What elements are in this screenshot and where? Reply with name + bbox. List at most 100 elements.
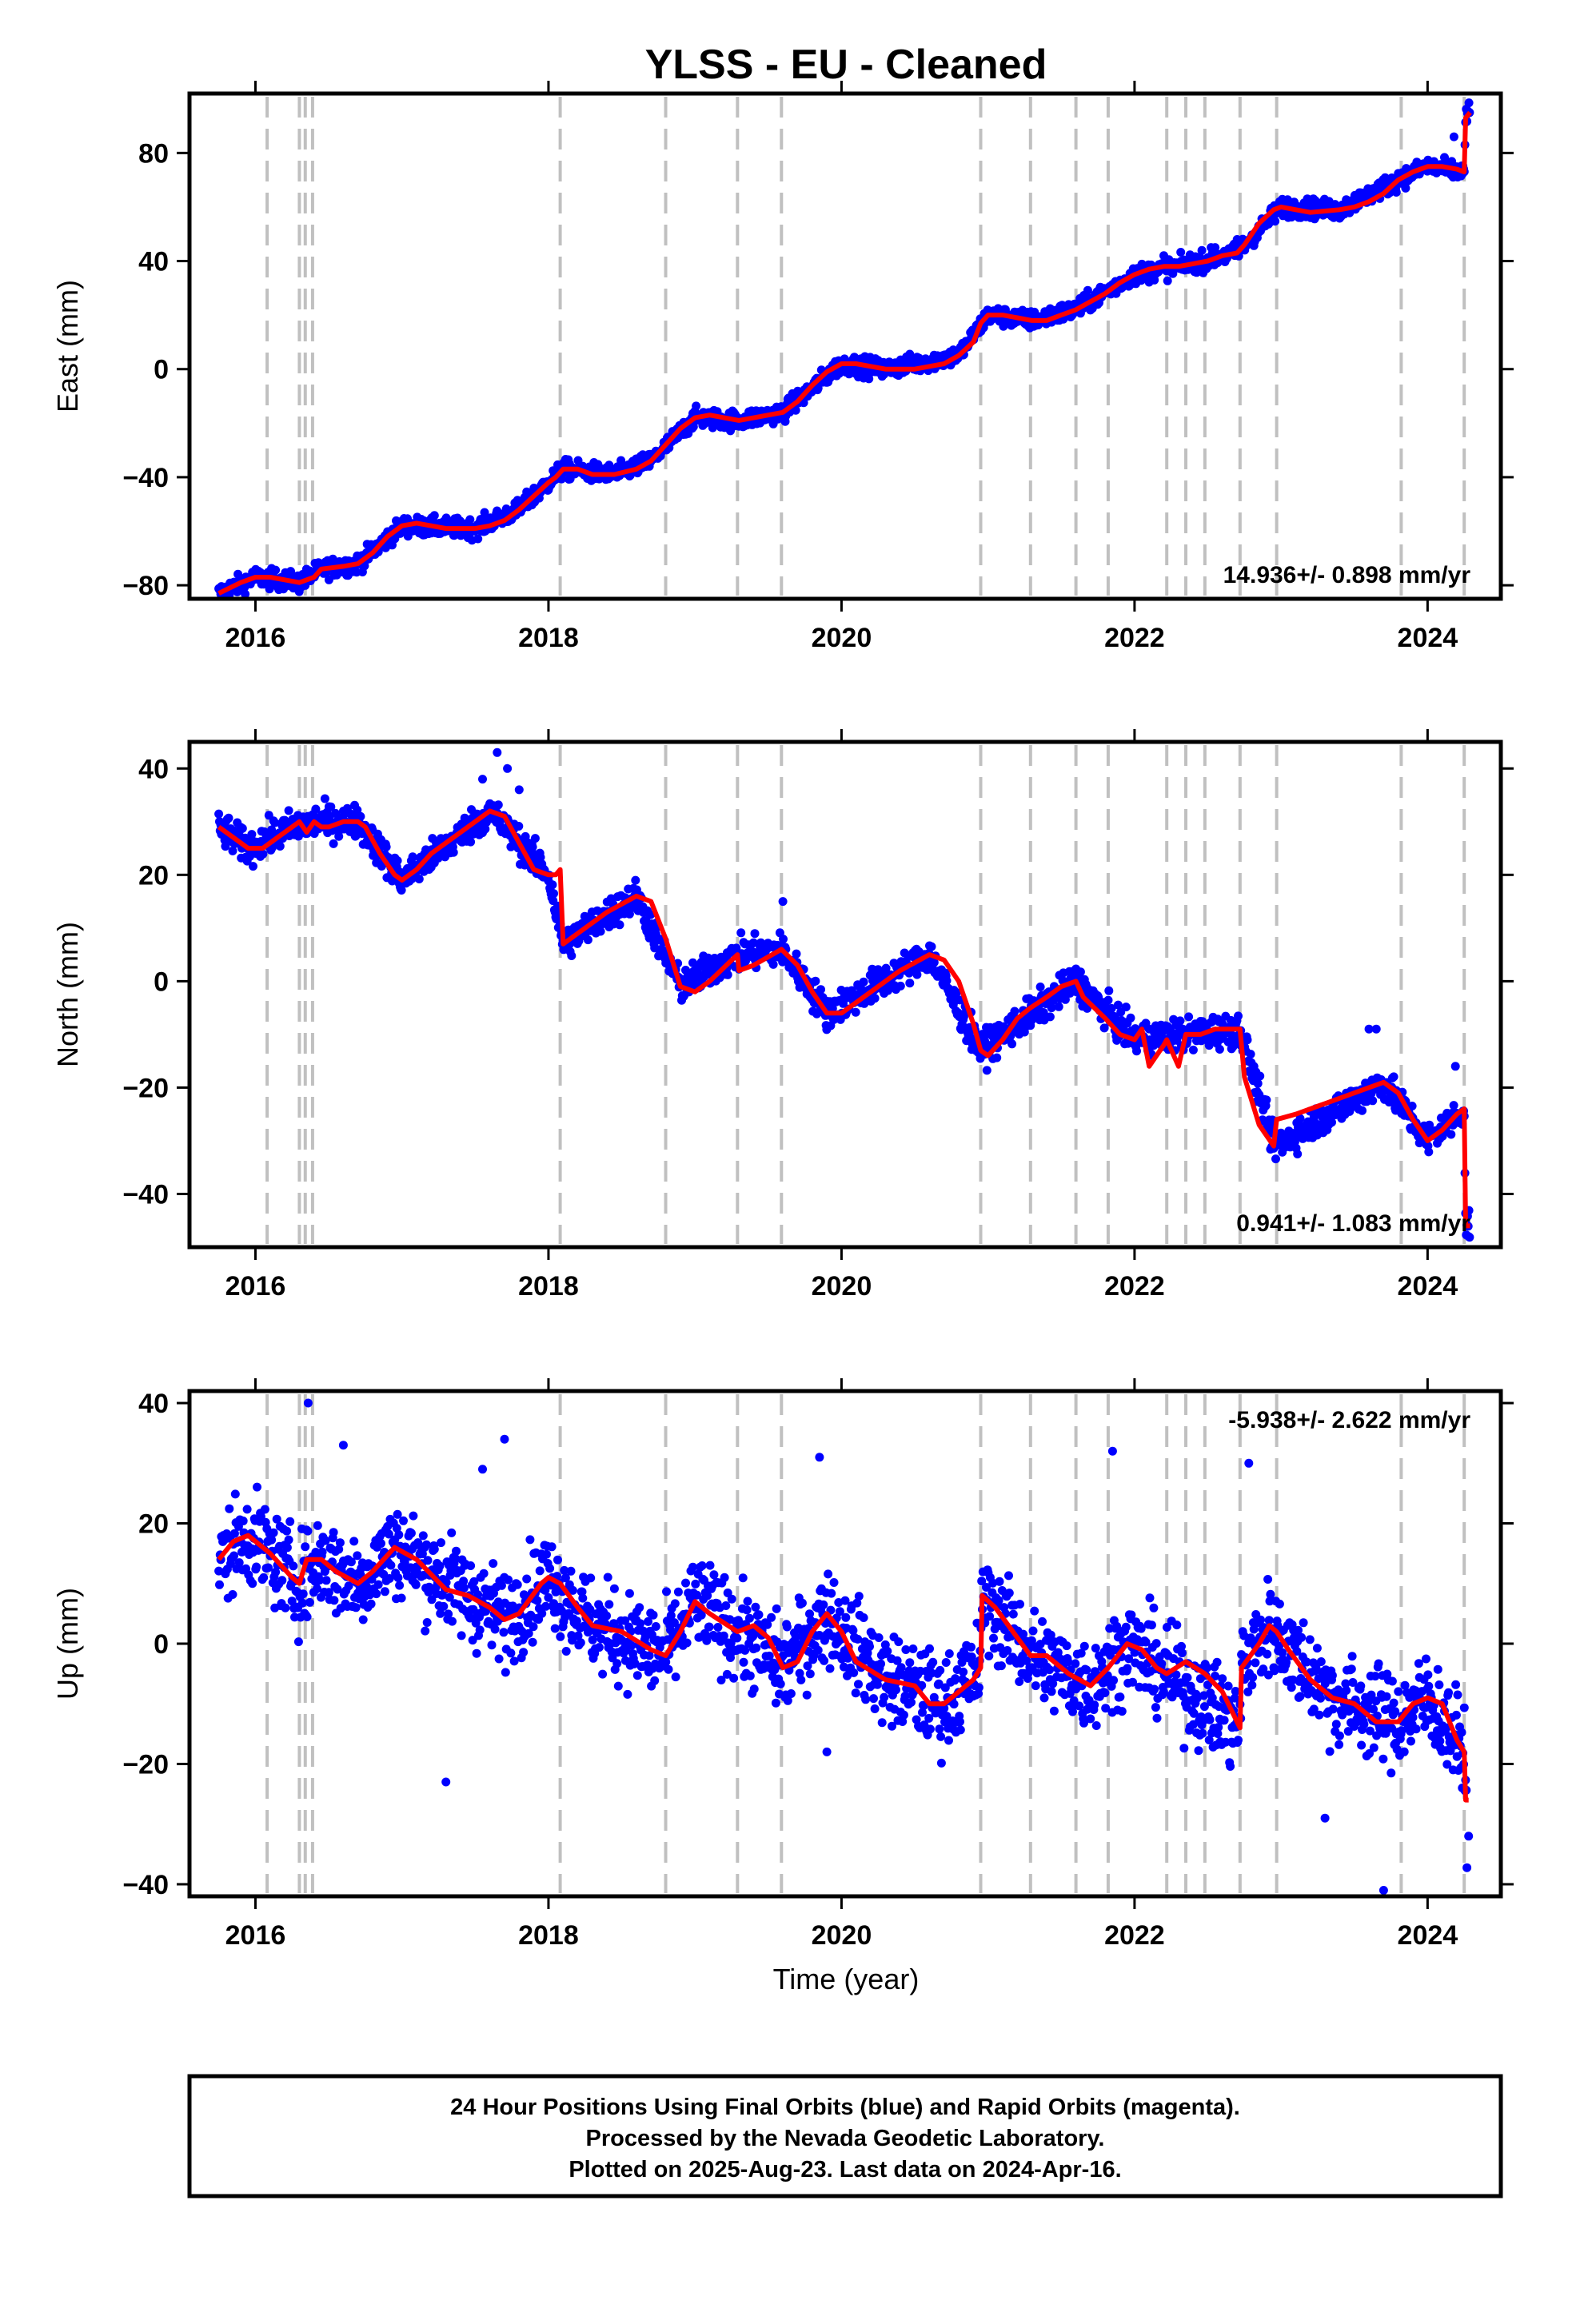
data-point: [294, 1637, 303, 1646]
data-point: [567, 1567, 576, 1576]
data-point: [625, 1589, 634, 1598]
data-point: [437, 1538, 445, 1547]
data-point: [424, 1556, 433, 1565]
data-point: [289, 1561, 297, 1570]
data-point: [736, 928, 745, 937]
data-point: [415, 875, 424, 883]
data-point: [826, 1664, 835, 1673]
data-point: [247, 830, 256, 839]
data-point: [612, 1659, 621, 1668]
data-point: [792, 950, 801, 959]
data-point: [1271, 217, 1279, 225]
data-point: [1036, 983, 1045, 991]
y-tick-label: −80: [122, 571, 169, 601]
data-point: [285, 806, 293, 815]
data-point: [852, 1688, 860, 1697]
data-point: [841, 1613, 850, 1622]
chart-title: YLSS - EU - Cleaned: [645, 42, 1047, 88]
data-point: [698, 1561, 707, 1570]
y-tick-label: 0: [154, 967, 169, 997]
data-point: [421, 1627, 429, 1636]
data-point: [473, 535, 482, 544]
data-point: [674, 1588, 683, 1597]
data-point: [751, 1603, 760, 1612]
y-tick-label: 40: [138, 247, 169, 277]
data-point: [562, 1647, 571, 1656]
data-point: [1372, 1025, 1381, 1034]
data-point: [1358, 1106, 1367, 1115]
data-point: [633, 1671, 642, 1680]
data-point: [1450, 1101, 1458, 1110]
data-point: [732, 1634, 741, 1643]
y-axis-label: East (mm): [51, 280, 84, 413]
data-point: [1189, 1046, 1198, 1054]
data-point: [772, 1699, 780, 1708]
data-point: [229, 1590, 237, 1599]
data-point: [772, 1604, 781, 1613]
data-point: [282, 1527, 291, 1536]
data-point: [871, 994, 880, 1003]
data-point: [880, 1693, 888, 1702]
data-point: [567, 951, 576, 960]
data-point: [803, 1691, 812, 1700]
x-tick-label: 2018: [518, 1271, 579, 1302]
data-point: [214, 810, 223, 819]
data-point: [488, 1640, 497, 1649]
data-point: [473, 1649, 481, 1658]
data-point: [907, 1698, 916, 1707]
data-point: [602, 1612, 611, 1620]
data-point: [238, 824, 247, 833]
data-point: [349, 1537, 358, 1545]
data-point: [1424, 1147, 1433, 1156]
data-point: [243, 1505, 252, 1513]
data-point: [231, 1489, 240, 1498]
x-tick-label: 2018: [518, 623, 579, 653]
data-point: [861, 1695, 870, 1704]
data-point: [372, 1589, 381, 1598]
data-point: [1215, 1045, 1224, 1054]
data-point: [672, 1672, 680, 1681]
data-point: [1122, 1003, 1131, 1011]
data-point: [855, 1592, 864, 1600]
data-point: [739, 1573, 748, 1582]
data-point: [908, 1644, 917, 1653]
data-point: [515, 785, 524, 794]
data-point: [536, 1566, 545, 1575]
data-point: [264, 1564, 273, 1573]
data-point: [269, 1529, 278, 1537]
data-point: [830, 1578, 839, 1587]
data-point: [519, 1648, 528, 1656]
data-point: [1211, 243, 1219, 252]
data-point: [529, 843, 537, 851]
data-point: [514, 822, 523, 831]
data-point: [595, 1643, 604, 1652]
data-point: [1163, 277, 1172, 285]
data-point: [394, 1530, 403, 1539]
data-point: [430, 511, 439, 520]
data-point: [865, 1642, 874, 1651]
data-point: [783, 1623, 792, 1632]
data-point: [752, 1644, 760, 1652]
data-point: [905, 1658, 914, 1667]
data-point: [586, 1573, 595, 1582]
data-point: [506, 1648, 515, 1657]
data-point: [662, 1587, 671, 1596]
data-point: [616, 920, 624, 929]
data-point: [720, 1573, 729, 1582]
data-point: [896, 982, 905, 991]
data-point: [992, 1054, 1001, 1062]
data-point: [779, 935, 788, 943]
data-point: [787, 1689, 796, 1698]
data-point: [466, 1561, 475, 1570]
data-point: [522, 1575, 531, 1584]
data-point: [875, 1633, 884, 1642]
data-point: [397, 1594, 406, 1603]
x-tick-label: 2022: [1104, 623, 1165, 653]
data-point: [513, 1581, 522, 1589]
y-axis-label: North (mm): [51, 922, 84, 1067]
data-point: [478, 775, 487, 783]
data-point: [305, 1598, 314, 1607]
data-point: [393, 856, 402, 865]
data-point: [457, 1631, 466, 1640]
